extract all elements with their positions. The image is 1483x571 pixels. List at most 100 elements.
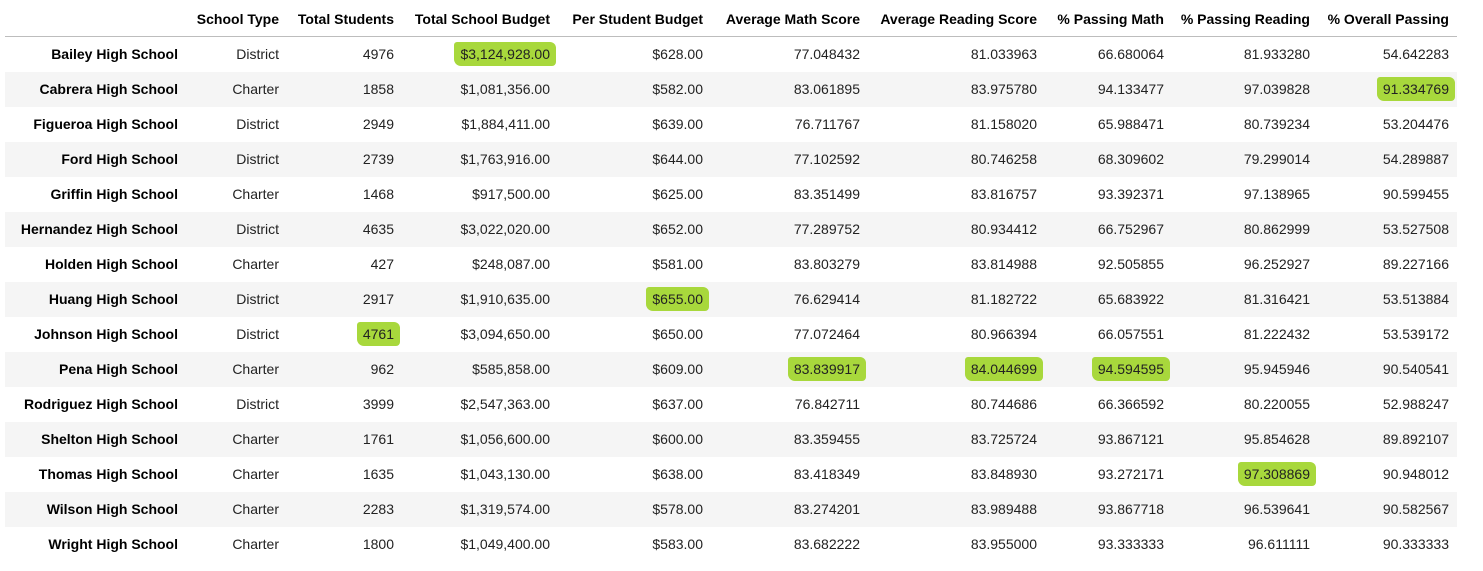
table-cell: 80.739234 — [1243, 116, 1310, 132]
table-cell: District — [236, 326, 279, 342]
table-cell: 94.594595 — [1045, 352, 1172, 387]
table-row: Ford High School District 2739 $1,763,916.0… — [5, 141, 1457, 177]
table-cell: 80.934412 — [970, 221, 1037, 237]
table-cell: 77.102592 — [793, 151, 860, 167]
row-label: Wright High School — [48, 536, 178, 552]
row-label: Hernandez High School — [20, 221, 178, 237]
row-label: Shelton High School — [41, 431, 178, 447]
table-cell: 96.611111 — [1247, 536, 1310, 552]
table-cell: 83.814988 — [970, 256, 1037, 272]
table-cell: $583.00 — [652, 536, 703, 552]
table-cell: 53.204476 — [1382, 116, 1449, 132]
table-cell: 66.366592 — [1097, 396, 1164, 412]
highlighted-value: 84.044699 — [964, 357, 1043, 381]
table-cell: $1,884,411.00 — [461, 116, 551, 132]
column-header: % Passing Reading — [1172, 2, 1318, 37]
row-label: Rodriguez High School — [24, 396, 178, 412]
table-row: Hernandez High School District 4635 $3,022,… — [5, 211, 1457, 247]
table-cell: 80.220055 — [1243, 396, 1310, 412]
row-label: Griffin High School — [50, 186, 178, 202]
row-label: Ford High School — [61, 151, 178, 167]
table-cell: 80.746258 — [970, 151, 1037, 167]
table-cell: 2739 — [362, 151, 394, 167]
table-cell: 1858 — [362, 81, 394, 97]
table-cell: $1,081,356.00 — [460, 81, 550, 97]
table-cell: 97.039828 — [1243, 81, 1310, 97]
column-header: Per Student Budget — [558, 2, 711, 37]
table-cell: $1,056,600.00 — [460, 431, 550, 447]
table-cell: 4635 — [362, 221, 394, 237]
table-cell: 83.955000 — [970, 536, 1037, 552]
table-row: Holden High School Charter 427 $248,087.00 $… — [5, 247, 1457, 282]
highlighted-value: 4761 — [356, 322, 400, 346]
table-cell: $917,500.00 — [472, 186, 550, 202]
table-cell: $3,094,650.00 — [460, 326, 550, 342]
table-cell: $2,547,363.00 — [460, 396, 550, 412]
highlighted-value: $3,124,928.00 — [454, 42, 556, 67]
table-cell: $639.00 — [652, 116, 703, 132]
table-cell: 93.867718 — [1097, 501, 1164, 517]
table-cell: 77.289752 — [793, 221, 860, 237]
table-cell: Charter — [232, 536, 279, 552]
table-cell: $638.00 — [652, 466, 703, 482]
table-cell: 1761 — [362, 431, 394, 447]
table-cell: $581.00 — [652, 256, 703, 272]
column-header: Total School Budget — [402, 2, 558, 37]
row-label: Johnson High School — [34, 326, 178, 342]
column-header: % Overall Passing — [1318, 2, 1457, 37]
table-cell: 962 — [370, 361, 394, 377]
table-row: Griffin High School Charter 1468 $917,500.0… — [5, 177, 1457, 212]
table-cell: District — [236, 221, 279, 237]
table-cell: District — [236, 291, 279, 307]
table-cell: 95.854628 — [1243, 431, 1310, 447]
table-cell: Charter — [232, 466, 279, 482]
table-cell: 83.975780 — [970, 81, 1037, 97]
table-cell: 1468 — [362, 186, 394, 202]
table-cell: $650.00 — [652, 326, 703, 342]
table-cell: 1635 — [362, 466, 394, 482]
table-cell: 96.539641 — [1243, 501, 1310, 517]
table-cell: $1,319,574.00 — [460, 501, 550, 517]
table-cell: 96.252927 — [1243, 256, 1310, 272]
table-cell: Charter — [232, 186, 279, 202]
table-cell: Charter — [232, 501, 279, 517]
table-cell: 53.527508 — [1382, 221, 1449, 237]
table-cell: Charter — [232, 81, 279, 97]
table-cell: 81.316421 — [1243, 291, 1310, 307]
table-cell: 77.048432 — [793, 46, 860, 63]
table-cell: $1,910,635.00 — [460, 291, 550, 307]
table-cell: 66.057551 — [1097, 326, 1164, 342]
table-cell: $1,043,130.00 — [460, 466, 550, 482]
table-cell: 80.862999 — [1243, 221, 1310, 237]
table-cell: 77.072464 — [793, 326, 860, 342]
table-cell: 89.892107 — [1382, 431, 1449, 447]
table-cell: 81.158020 — [970, 116, 1037, 132]
table-cell: 90.540541 — [1382, 361, 1449, 377]
table-cell: $600.00 — [652, 431, 703, 447]
table-cell: 97.308869 — [1172, 457, 1318, 492]
table-cell: 54.289887 — [1382, 151, 1449, 167]
table-cell: 53.513884 — [1382, 291, 1449, 307]
table-cell: 83.839917 — [711, 352, 868, 387]
table-cell: 97.138965 — [1243, 186, 1310, 202]
column-header: Average Math Score — [711, 2, 868, 37]
row-label: Wilson High School — [46, 501, 178, 517]
table-cell: 81.933280 — [1243, 46, 1310, 63]
table-cell: 80.966394 — [970, 326, 1037, 342]
row-label: Huang High School — [48, 291, 178, 307]
table-cell: 52.988247 — [1382, 396, 1449, 412]
table-cell: $628.00 — [652, 46, 703, 63]
table-cell: 83.274201 — [793, 501, 860, 517]
column-header: School Type — [186, 2, 287, 37]
table-cell: 93.392371 — [1097, 186, 1164, 202]
table-cell: 83.989488 — [970, 501, 1037, 517]
table-cell: 95.945946 — [1243, 361, 1310, 377]
table-cell: 92.505855 — [1097, 256, 1164, 272]
table-cell: District — [236, 396, 279, 412]
table-row: Bailey High School District 4976 $3,124,928… — [5, 37, 1457, 72]
table-cell: Charter — [232, 361, 279, 377]
table-cell: 80.744686 — [970, 396, 1037, 412]
table-row: Pena High School Charter 962 $585,858.00 $60… — [5, 351, 1457, 387]
table-cell: $585,858.00 — [472, 361, 550, 377]
table-cell: 90.333333 — [1382, 536, 1449, 552]
